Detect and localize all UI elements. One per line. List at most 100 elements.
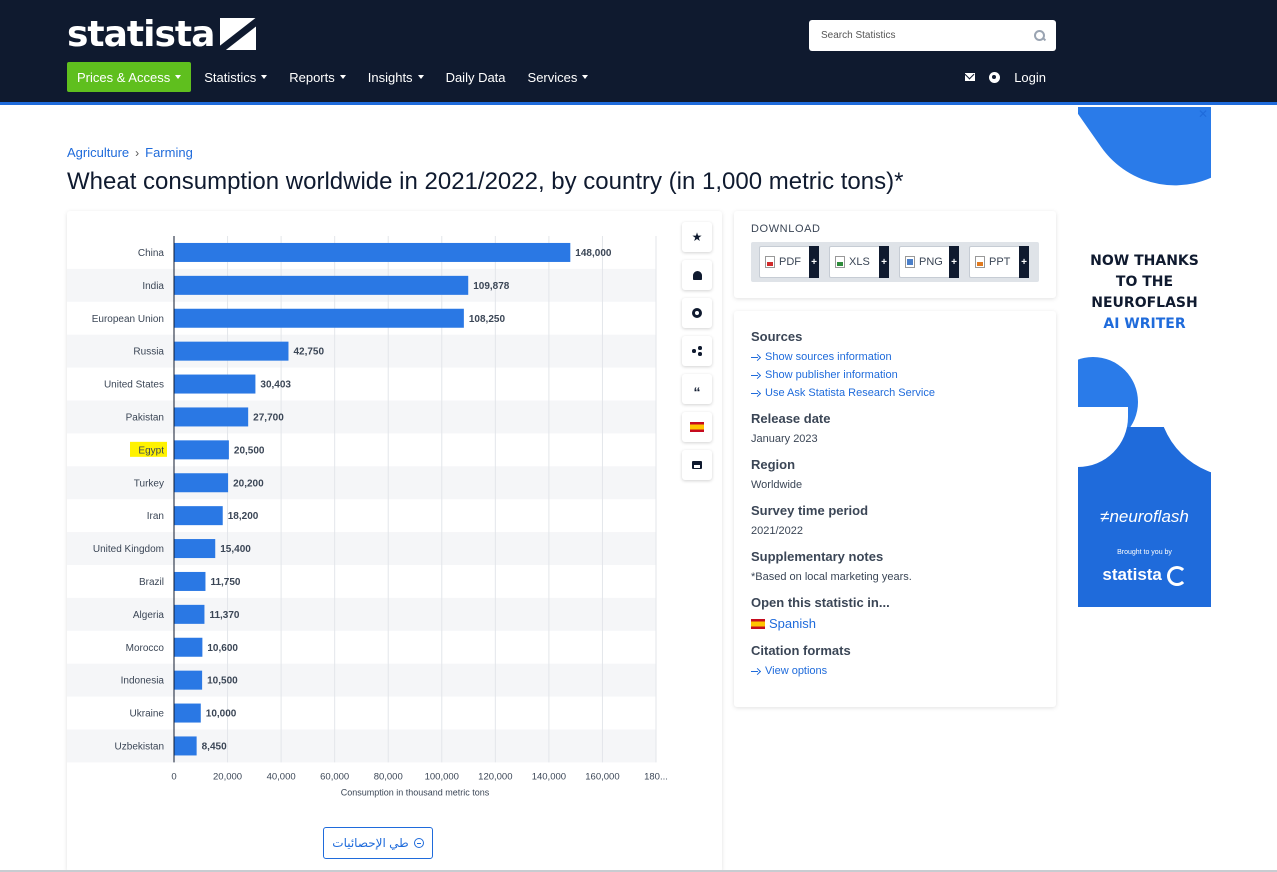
arrow-right-icon (751, 354, 760, 360)
row-band (67, 334, 656, 368)
open-spanish-link[interactable]: Spanish (751, 614, 1039, 634)
gear-icon (692, 308, 702, 318)
star-icon: ★ (691, 230, 703, 244)
statista-logo[interactable]: statista (67, 13, 257, 55)
download-xls-button[interactable]: XLS + (829, 246, 889, 278)
share-icon (692, 346, 702, 356)
close-icon[interactable]: ✕ (1197, 107, 1209, 121)
download-pdf-button[interactable]: PDF + (759, 246, 819, 278)
link-text: Show sources information (765, 351, 892, 363)
download-panel: DOWNLOAD PDF + XLS + PNG + PPT + (734, 211, 1056, 298)
globe-icon[interactable] (989, 71, 1001, 83)
plus-icon: + (879, 246, 889, 278)
xls-file-icon (835, 256, 845, 268)
statistic-info-panel: Sources Show sources information Show pu… (734, 311, 1056, 707)
nav-insights[interactable]: Insights (357, 62, 435, 92)
search-input[interactable] (821, 30, 1034, 41)
value-label: 148,000 (575, 248, 612, 259)
share-button[interactable] (682, 336, 712, 366)
page-title: Wheat consumption worldwide in 2021/2022… (67, 168, 904, 195)
bar (174, 308, 464, 328)
value-label: 10,600 (207, 643, 238, 654)
citation-title: Citation formats (751, 643, 851, 658)
favorite-button[interactable]: ★ (682, 222, 712, 252)
nav-label: Daily Data (445, 69, 506, 85)
spanish-version-button[interactable] (682, 412, 712, 442)
x-tick-label: 20,000 (213, 771, 242, 782)
bar (174, 539, 216, 559)
ask-statista-link[interactable]: Use Ask Statista Research Service (751, 384, 1039, 402)
bar (174, 407, 249, 427)
nav-label: Reports (289, 69, 335, 85)
value-label: 20,200 (233, 478, 264, 489)
x-tick-label: 40,000 (267, 771, 296, 782)
value-label: 30,403 (260, 380, 291, 391)
download-ppt-button[interactable]: PPT + (969, 246, 1029, 278)
account-nav: Login (965, 62, 1046, 92)
survey-period-value: 2021/2022 (751, 525, 803, 537)
x-tick-label: 120,000 (478, 771, 512, 782)
category-label: Indonesia (121, 676, 165, 687)
breadcrumb-agriculture[interactable]: Agriculture (67, 145, 130, 160)
value-label: 11,750 (210, 577, 240, 588)
mail-icon[interactable] (965, 73, 976, 81)
link-text: Use Ask Statista Research Service (765, 387, 935, 399)
region-title: Region (751, 457, 796, 472)
x-tick-label: 60,000 (320, 771, 349, 782)
nav-prices-access[interactable]: Prices & Access (67, 62, 192, 92)
download-title: DOWNLOAD (751, 223, 821, 235)
logo-mark-icon (220, 18, 257, 50)
plus-icon: + (1019, 246, 1029, 278)
print-button[interactable] (682, 450, 712, 480)
bar (174, 374, 256, 394)
open-in-title: Open this statistic in... (751, 595, 890, 610)
show-sources-link[interactable]: Show sources information (751, 348, 1039, 366)
bar (174, 341, 289, 361)
notification-button[interactable] (682, 260, 712, 290)
bar (174, 440, 229, 460)
highlight-marker (130, 441, 167, 457)
release-date-value: January 2023 (751, 433, 818, 445)
row-band (67, 729, 656, 763)
bar (174, 275, 469, 295)
value-label: 10,000 (206, 709, 237, 720)
cite-button[interactable]: “ (682, 374, 712, 404)
nav-statistics[interactable]: Statistics (193, 62, 278, 92)
x-tick-label: 140,000 (532, 771, 566, 782)
category-label: United States (104, 380, 164, 391)
category-label: Ukraine (130, 709, 165, 720)
collapse-statistics-button[interactable]: طي الإحصائيات (323, 827, 433, 859)
chevron-down-icon (175, 75, 182, 79)
nav-daily-data[interactable]: Daily Data (435, 62, 517, 92)
bar (174, 637, 203, 657)
notes-title: Supplementary notes (751, 549, 884, 564)
page-bottom-border (0, 870, 1277, 872)
top-navigation-bar: statista Prices & Access Statistics Repo… (0, 0, 1277, 105)
show-publisher-link[interactable]: Show publisher information (751, 366, 1039, 384)
category-label: Egypt (138, 445, 164, 456)
arrow-right-icon (751, 372, 760, 378)
row-band (67, 400, 656, 434)
category-label: Morocco (126, 643, 165, 654)
advertisement[interactable]: ✕ NOW THANKS TO THE NEUROFLASH AI WRITER… (1078, 107, 1211, 607)
breadcrumb-farming[interactable]: Farming (145, 145, 193, 160)
search-icon[interactable] (1034, 29, 1046, 42)
logo-text: statista (67, 13, 215, 55)
bar-chart: China 148,000 India 109,878 European Union 10… (67, 236, 668, 797)
flag-spain-icon (751, 619, 765, 629)
value-label: 10,500 (207, 676, 238, 687)
nav-services[interactable]: Services (517, 62, 600, 92)
download-png-button[interactable]: PNG + (899, 246, 959, 278)
nav-label: Insights (367, 69, 413, 85)
row-band (67, 466, 656, 500)
nav-reports[interactable]: Reports (278, 62, 357, 92)
view-options-link[interactable]: View options (751, 662, 1039, 680)
settings-button[interactable] (682, 298, 712, 328)
category-label: United Kingdom (93, 544, 164, 555)
login-link[interactable]: Login (1014, 69, 1046, 85)
png-file-icon (905, 256, 915, 268)
citation-section: Citation formats View options (751, 643, 1039, 680)
category-label: Pakistan (126, 412, 164, 423)
category-label: Turkey (134, 478, 164, 489)
value-label: 8,450 (202, 741, 227, 752)
